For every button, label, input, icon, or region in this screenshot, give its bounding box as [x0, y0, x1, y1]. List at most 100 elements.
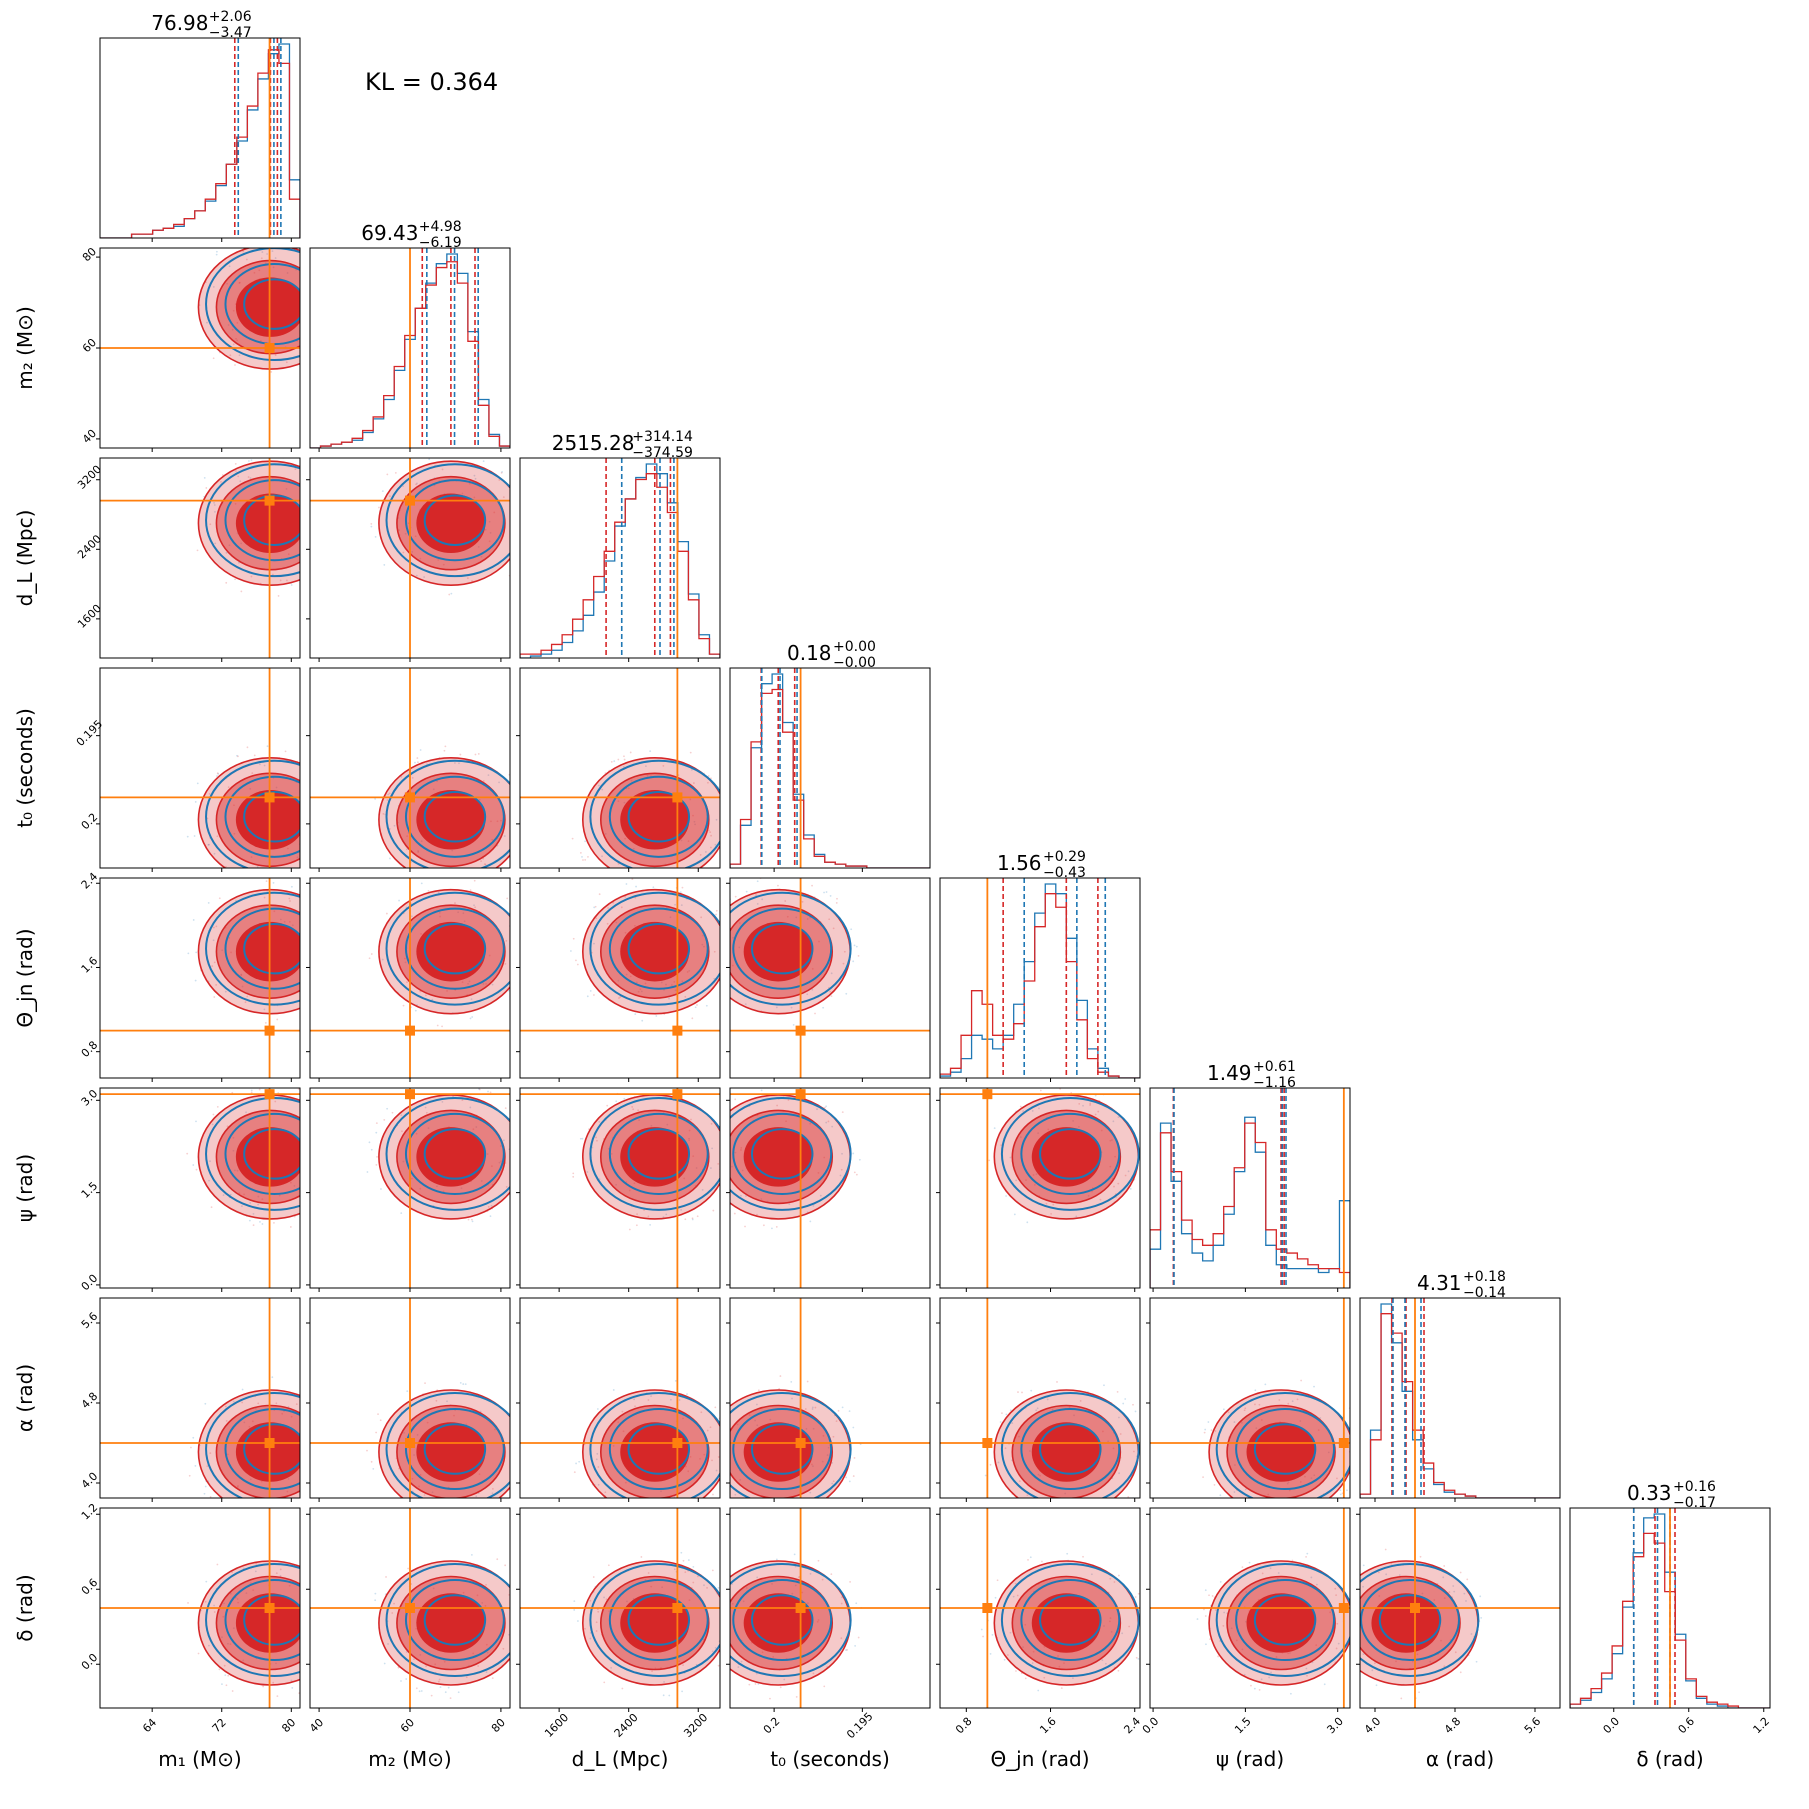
scatter-point [1057, 1655, 1059, 1657]
scatter-point [849, 1581, 851, 1583]
scatter-point [1255, 1427, 1258, 1430]
scatter-point [674, 989, 677, 992]
scatter-point [831, 1482, 834, 1485]
scatter-point [1205, 1643, 1207, 1646]
contour-blue-0 [589, 759, 720, 868]
panel-m2-m2: 69.43 +4.98−6.19 [309, 219, 511, 452]
scatter-point [523, 1118, 525, 1120]
contour-red-2 [235, 1127, 300, 1187]
scatter-point [1313, 1385, 1315, 1388]
panel-frame [729, 877, 931, 1079]
scatter-point [777, 884, 779, 887]
y-tick-label: 4.0 [79, 1470, 101, 1492]
scatter-point [707, 871, 709, 873]
title-minus-dL: −374.59 [632, 445, 693, 461]
scatter-point [303, 290, 305, 292]
scatter-point [472, 1652, 475, 1655]
scatter-point [402, 1160, 405, 1163]
scatter-point [483, 1517, 485, 1519]
scatter-point [418, 1485, 420, 1488]
scatter-point [1018, 1435, 1020, 1438]
scatter-point [791, 1592, 794, 1595]
scatter-point [1109, 1165, 1112, 1168]
scatter-point [784, 900, 787, 902]
scatter-point [846, 1648, 849, 1651]
scatter-point [528, 962, 530, 964]
scatter-point [316, 839, 318, 841]
scatter-point [468, 980, 471, 983]
contour-blue-2 [750, 1128, 814, 1180]
scatter-point [380, 1188, 382, 1190]
contour-blue-0 [385, 891, 510, 1006]
scatter-point [427, 889, 430, 892]
scatter-point [468, 482, 471, 485]
x-tick-label: 4.0 [1362, 1715, 1384, 1737]
scatter-point [491, 1492, 494, 1495]
scatter-point [632, 847, 635, 850]
scatter-point [259, 873, 261, 875]
scatter-point [306, 764, 308, 766]
scatter-point [428, 458, 431, 461]
scatter-point [332, 1574, 334, 1576]
scatter-point [448, 593, 451, 596]
scatter-point [227, 1674, 230, 1677]
x-tick-label: 2400 [612, 1711, 641, 1740]
scatter-point [612, 901, 615, 904]
scatter-point [522, 1165, 524, 1167]
scatter-point [713, 950, 716, 953]
scatter-point [738, 946, 741, 949]
scatter-point [391, 1612, 394, 1614]
scatter-point [406, 981, 408, 984]
scatter-point [471, 1016, 474, 1018]
scatter-point [621, 1687, 624, 1690]
scatter-point [1230, 1627, 1233, 1630]
scatter-point [1109, 1500, 1111, 1502]
scatter-point [232, 309, 235, 312]
scatter-point [375, 1131, 378, 1134]
scatter-point [680, 904, 683, 907]
scatter-point [1219, 1581, 1222, 1583]
scatter-point [711, 1147, 714, 1150]
scatter-point [626, 1600, 628, 1603]
scatter-point [809, 1491, 812, 1494]
scatter-point [420, 882, 423, 885]
contour-blue-1 [224, 1578, 300, 1662]
scatter-point [411, 1477, 414, 1480]
scatter-point [1145, 1616, 1147, 1618]
scatter-point [1032, 1174, 1035, 1176]
scatter-point [503, 835, 506, 837]
scatter-point [240, 973, 243, 976]
scatter-point [720, 1153, 722, 1155]
scatter-point [480, 860, 483, 863]
scatter-point [598, 1178, 601, 1181]
scatter-point [204, 1600, 207, 1603]
scatter-point [1001, 1412, 1003, 1415]
scatter-point [342, 504, 344, 506]
scatter-point [1222, 1408, 1225, 1411]
panel-t0-m1: 0.20.195 [74, 667, 349, 875]
scatter-point [762, 1224, 765, 1227]
panel-alpha-alpha: 4.31 +0.18−0.14 [1359, 1269, 1561, 1502]
panel-theta-dL [516, 877, 721, 1082]
scatter-point [760, 1511, 762, 1513]
truth-marker [672, 1089, 683, 1100]
contour-blue-0 [385, 1563, 510, 1677]
scatter-point [597, 1466, 600, 1468]
scatter-point [734, 1493, 737, 1496]
x-axis-label-alpha: α (rad) [1426, 1747, 1494, 1771]
scatter-point [717, 1407, 719, 1409]
panel-delta-m1: 64 72 800.00.61.2 [79, 1501, 334, 1735]
hist-blue-t0 [730, 673, 930, 868]
scatter-point [370, 525, 373, 528]
scatter-point [301, 953, 303, 955]
scatter-point [1033, 1183, 1036, 1186]
contour-blue-0 [205, 891, 300, 1006]
scatter-point [754, 1419, 756, 1422]
hist-red-delta [1570, 1532, 1770, 1708]
scatter-point [1196, 1618, 1199, 1620]
scatter-point [827, 1446, 830, 1449]
panel-content [1570, 1508, 1770, 1708]
scatter-point [678, 1399, 681, 1401]
scatter-point [775, 1519, 777, 1521]
scatter-point [347, 831, 349, 833]
